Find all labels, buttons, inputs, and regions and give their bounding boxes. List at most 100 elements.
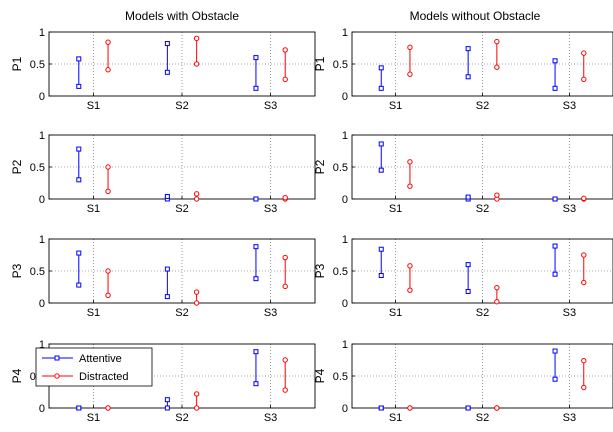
distracted-marker-s2-high — [494, 192, 500, 198]
legend-attentive-marker — [54, 355, 60, 361]
distracted-marker-s3-low — [282, 387, 288, 393]
row-label-p1: P1 — [10, 56, 24, 71]
x-tick-label-s2: S2 — [476, 307, 489, 319]
y-tick-label: 1 — [39, 130, 45, 142]
row-label-p3: P3 — [313, 263, 327, 278]
panel-p2-with-obstacle: 0 0.5 1 S1 S2 S3 P2 — [10, 130, 316, 215]
y-tick-label: 1 — [342, 234, 348, 246]
y-tick-label: 0 — [39, 298, 45, 310]
x-tick-label-s1: S1 — [87, 307, 100, 319]
distracted-marker-s2-high — [193, 391, 200, 397]
distracted-marker-s3-high — [581, 195, 587, 202]
distracted-marker-s1-low — [407, 71, 413, 77]
legend-box — [35, 347, 153, 387]
attentive-marker-s2-high — [465, 194, 471, 200]
y-tick-label: 0.5 — [333, 266, 348, 278]
attentive-marker-s1-low — [76, 83, 82, 89]
x-tick-label-s3: S3 — [264, 100, 277, 112]
y-tick-label: 1 — [39, 234, 45, 246]
x-tick-label-s1: S1 — [389, 203, 402, 215]
distracted-marker-s3-high — [282, 357, 288, 363]
x-tick-label-s3: S3 — [563, 307, 576, 319]
y-tick-label: 0 — [39, 194, 45, 206]
distracted-marker-s1-low — [105, 67, 111, 73]
y-tick-label: 1 — [342, 27, 348, 39]
x-tick-label-s3: S3 — [563, 203, 576, 215]
x-tick-label-s2: S2 — [476, 100, 489, 112]
x-tick-label-s1: S1 — [87, 203, 100, 215]
attentive-marker-s1-low — [76, 177, 82, 183]
row-label-p1: P1 — [313, 56, 327, 71]
x-tick-label-s1: S1 — [87, 100, 100, 112]
distracted-marker-s1-high — [407, 44, 413, 51]
distracted-marker-s2-low — [193, 405, 200, 411]
distracted-marker-s3-high — [581, 50, 587, 56]
attentive-marker-s1-high — [76, 56, 82, 62]
panel-p2-without-obstacle: 0 0.5 1 S1 S2 S3 P2 — [313, 130, 613, 215]
col-title-without-obstacle: Models without Obstacle — [410, 9, 541, 23]
distracted-marker-s3-high — [581, 357, 587, 364]
distracted-marker-s2-low — [193, 300, 200, 306]
attentive-marker-s3-high — [253, 244, 259, 250]
attentive-marker-s2-high — [465, 405, 471, 411]
distracted-marker-s3-low — [581, 279, 587, 286]
panel-p3-without-obstacle: 0 0.5 1 S1 S2 S3 P3 — [313, 234, 613, 319]
attentive-marker-s3-low — [253, 85, 259, 91]
distracted-marker-s1-high — [105, 405, 111, 411]
distracted-marker-s2-high — [494, 405, 500, 411]
distracted-marker-s1-low — [407, 287, 413, 293]
distracted-marker-s3-low — [282, 76, 288, 83]
panel-p3-with-obstacle: 0 0.5 1 S1 S2 S3 P3 — [10, 234, 316, 319]
distracted-marker-s3-low — [282, 283, 288, 290]
x-tick-label-s1: S1 — [87, 412, 100, 424]
x-tick-label-s2: S2 — [476, 203, 489, 215]
y-tick-label: 1 — [342, 339, 348, 351]
attentive-marker-s3-low — [552, 85, 558, 91]
distracted-marker-s3-high — [282, 254, 288, 261]
attentive-marker-s2-low — [465, 74, 471, 80]
attentive-marker-s1-low — [378, 272, 384, 278]
x-tick-label-s3: S3 — [563, 412, 576, 424]
y-tick-label: 0.5 — [333, 371, 348, 383]
x-tick-label-s3: S3 — [264, 412, 277, 424]
legend-distracted-marker — [54, 373, 60, 379]
row-label-p2: P2 — [313, 159, 327, 174]
distracted-marker-s2-high — [494, 38, 500, 45]
distracted-marker-s3-high — [282, 195, 288, 201]
y-tick-label: 0.5 — [333, 162, 348, 174]
legend: Attentive Distracted — [35, 347, 153, 387]
x-tick-label-s3: S3 — [264, 307, 277, 319]
panel-p4-without-obstacle: 0 0.5 1 S1 S2 S3 P4 — [313, 339, 613, 424]
x-tick-label-s1: S1 — [389, 100, 402, 112]
y-tick-label: 0 — [39, 403, 45, 415]
y-tick-label: 0.5 — [30, 162, 45, 174]
x-tick-label-s2: S2 — [476, 412, 489, 424]
x-tick-label-s2: S2 — [175, 307, 188, 319]
attentive-marker-s3-low — [253, 381, 259, 387]
attentive-marker-s1-high — [378, 405, 384, 411]
distracted-marker-s3-low — [581, 76, 587, 83]
attentive-marker-s2-high — [465, 46, 471, 52]
y-tick-label: 0.5 — [333, 59, 348, 71]
x-tick-label-s2: S2 — [175, 100, 188, 112]
legend-attentive-label: Attentive — [79, 353, 122, 365]
col-title-with-obstacle: Models with Obstacle — [125, 9, 239, 23]
attentive-marker-s3-low — [552, 376, 558, 382]
distracted-marker-s1-high — [407, 159, 413, 165]
y-tick-label: 0 — [342, 91, 348, 103]
distracted-marker-s2-high — [193, 35, 200, 42]
legend-distracted-label: Distracted — [79, 371, 129, 383]
attentive-marker-s1-high — [76, 146, 82, 152]
attentive-marker-s1-low — [378, 85, 384, 91]
attentive-marker-s2-low — [465, 288, 471, 294]
attentive-marker-s3-high — [552, 243, 558, 249]
distracted-marker-s2-low — [193, 196, 200, 202]
attentive-marker-s3-high — [552, 196, 558, 202]
y-tick-label: 0 — [342, 194, 348, 206]
distracted-marker-s2-high — [193, 289, 200, 295]
distracted-marker-s2-high — [193, 191, 200, 197]
attentive-marker-s3-high — [552, 58, 558, 64]
attentive-marker-s1-high — [378, 65, 384, 71]
attentive-marker-s3-high — [253, 55, 259, 61]
panel-p1-with-obstacle: 0 0.5 1 S1 S2 S3 P1 — [10, 27, 316, 112]
